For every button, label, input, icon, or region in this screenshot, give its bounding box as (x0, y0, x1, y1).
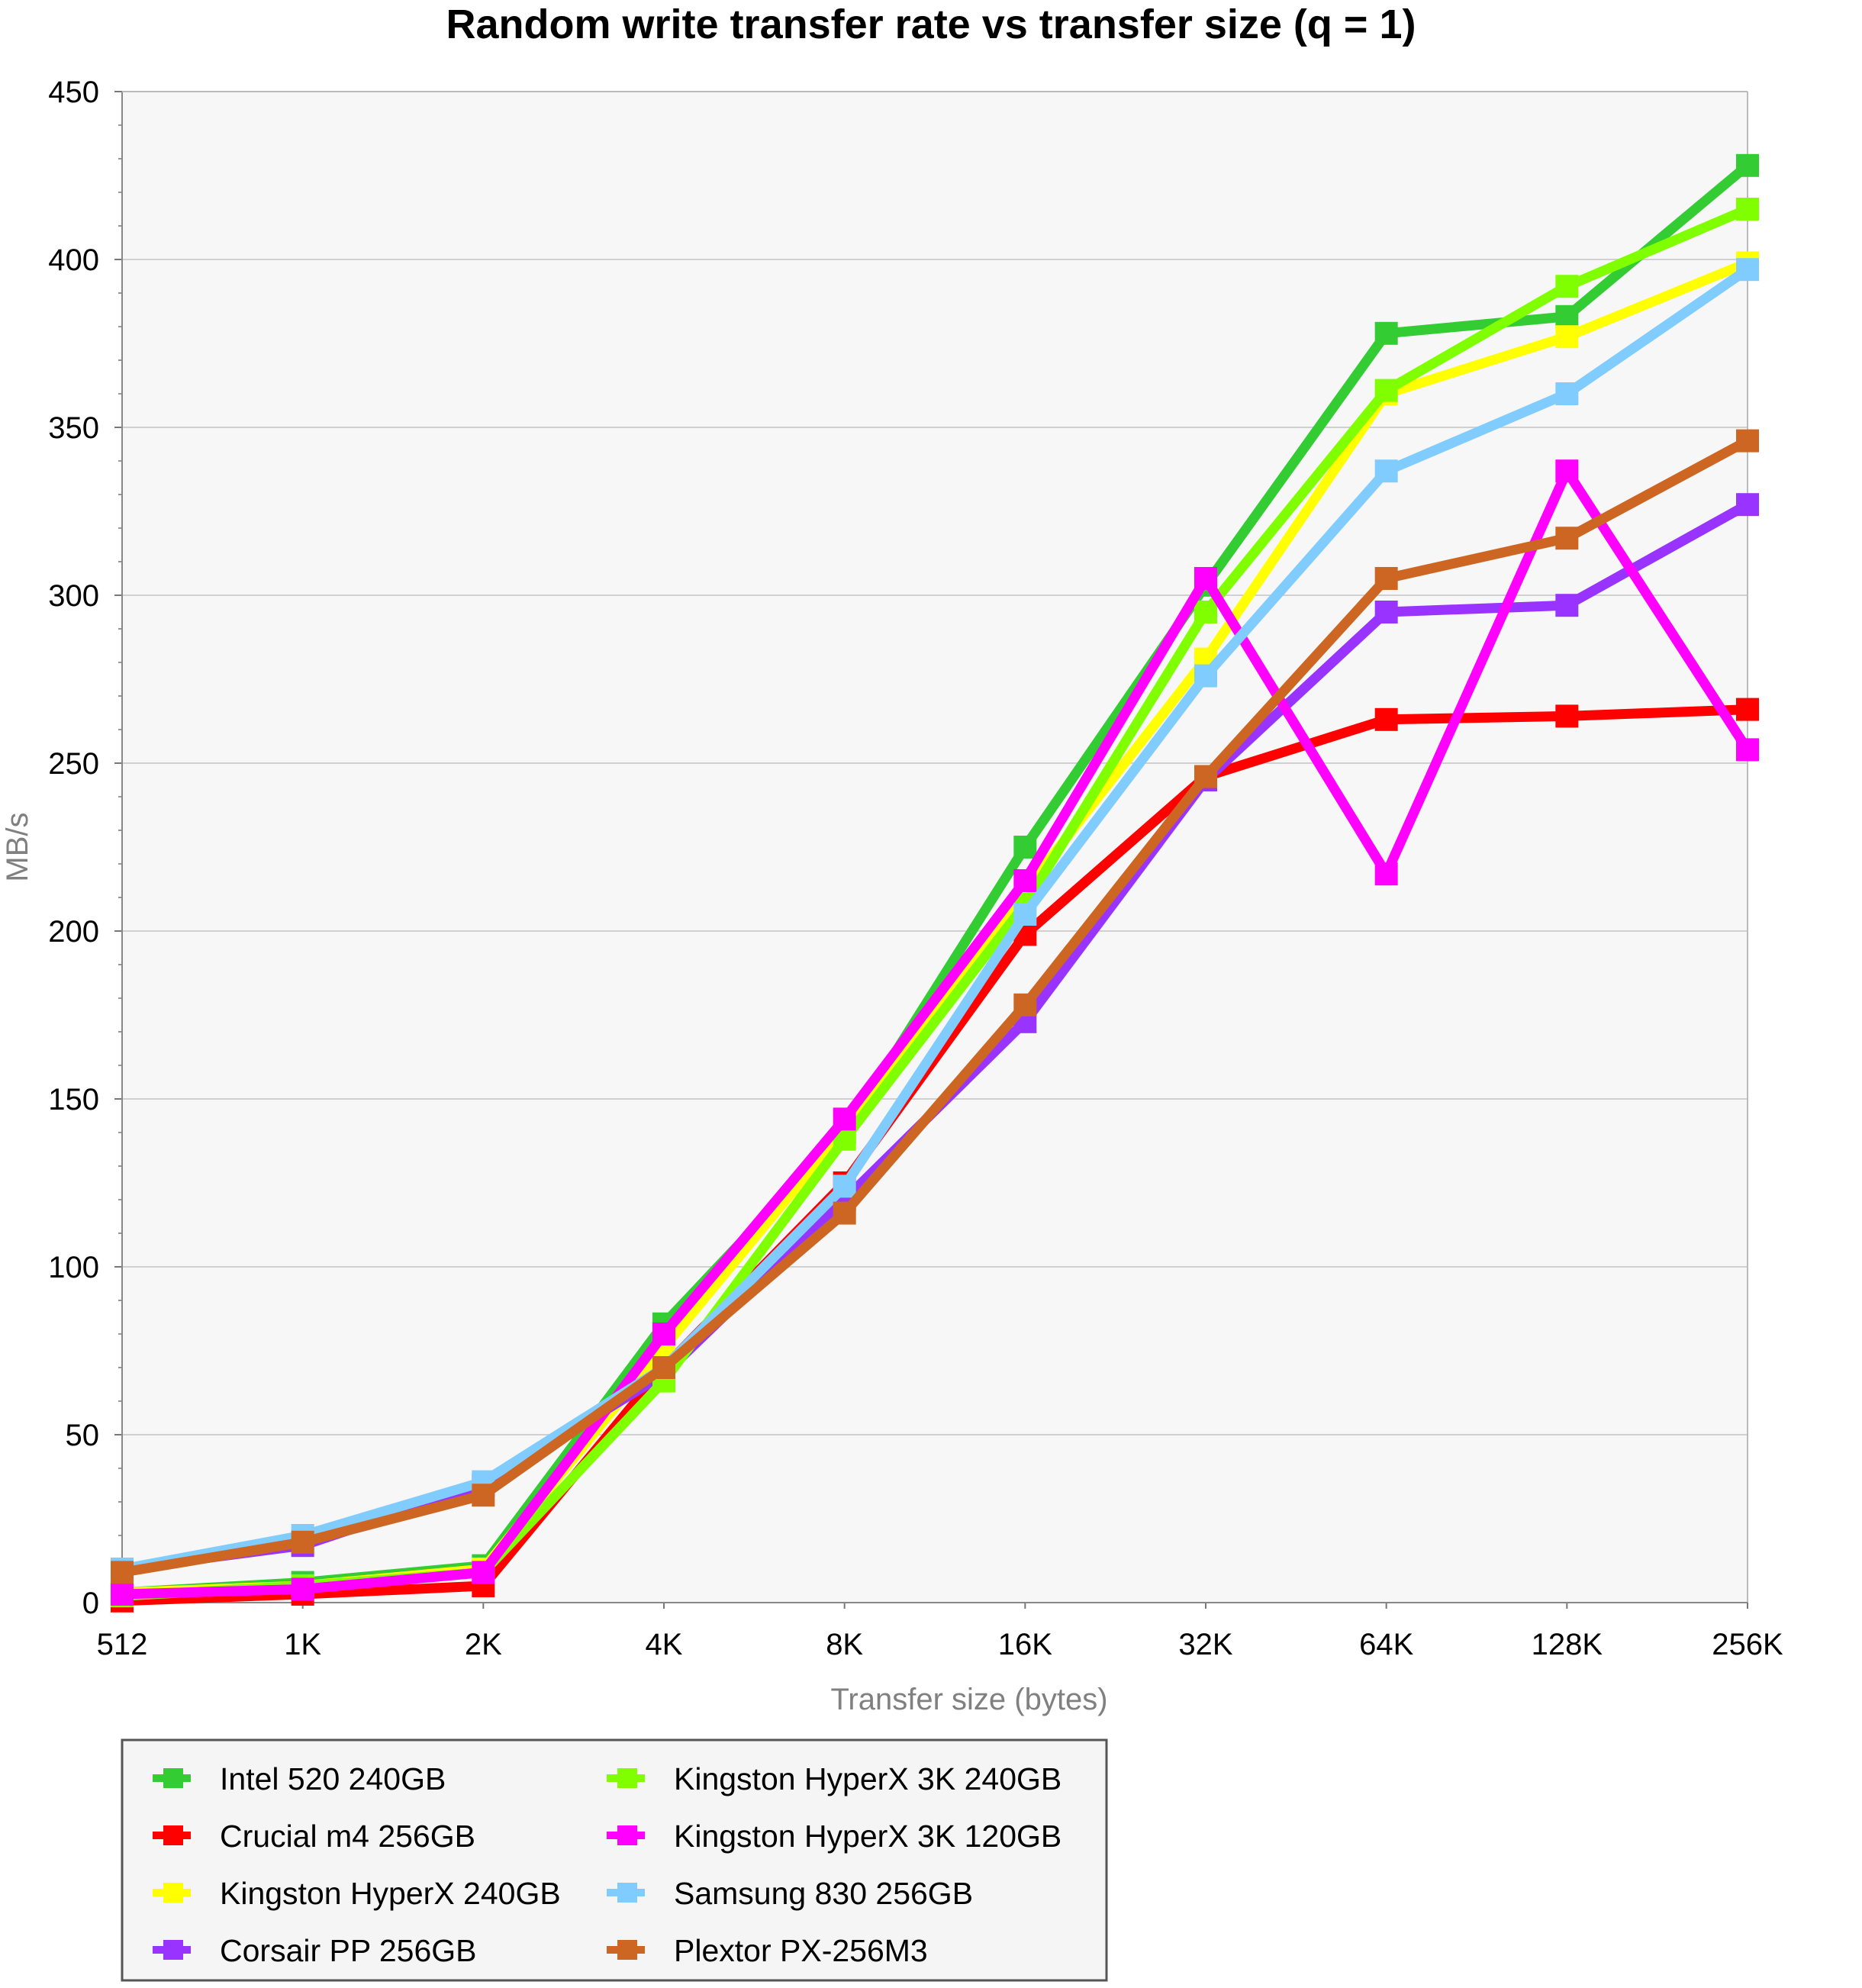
data-point (652, 1356, 675, 1379)
legend-swatch-marker (163, 1940, 183, 1960)
data-point (1013, 993, 1037, 1017)
data-point (833, 1107, 856, 1131)
legend-label: Corsair PP 256GB (220, 1933, 477, 1968)
data-point (1194, 567, 1217, 590)
x-tick-label: 2K (465, 1628, 502, 1661)
legend-entry: Kingston HyperX 3K 240GB (607, 1761, 1061, 1796)
legend-swatch-marker (163, 1883, 183, 1903)
data-point (1555, 325, 1579, 349)
x-tick-label: 8K (826, 1628, 863, 1661)
y-axis-label: MB/s (1, 812, 34, 881)
y-tick-label: 150 (48, 1083, 99, 1116)
legend-label: Kingston HyperX 3K 120GB (674, 1819, 1061, 1854)
x-axis-label: Transfer size (bytes) (830, 1683, 1107, 1716)
legend-entry: Kingston HyperX 240GB (153, 1876, 561, 1911)
y-tick-label: 0 (82, 1587, 99, 1620)
legend-swatch-marker (617, 1768, 637, 1788)
x-tick-label: 16K (998, 1628, 1052, 1661)
data-point (1736, 493, 1759, 517)
data-point (1736, 738, 1759, 762)
data-point (833, 1201, 856, 1225)
axes: 0 50 100 150 200 250 300 350 400 450 512 1K 2K 4K 8K 16… (48, 76, 1783, 1661)
data-point (833, 1174, 856, 1198)
data-point (472, 1561, 495, 1584)
x-tick-label: 256K (1712, 1628, 1783, 1661)
data-point (1555, 527, 1579, 550)
data-point (1194, 601, 1217, 623)
data-point (1194, 664, 1217, 688)
data-point (1013, 869, 1037, 892)
y-tick-label: 250 (48, 747, 99, 781)
data-point (111, 1561, 134, 1584)
legend-entry: Kingston HyperX 3K 120GB (607, 1819, 1061, 1854)
data-point (1736, 198, 1759, 221)
legend-swatch-marker (163, 1768, 183, 1788)
series-line (117, 466, 1753, 1600)
data-point (1194, 765, 1217, 788)
x-tick-label: 1K (284, 1628, 321, 1661)
data-point (652, 1323, 675, 1345)
legend-label: Intel 520 240GB (220, 1761, 446, 1796)
y-tick-label: 350 (48, 411, 99, 445)
legend-swatch-marker (163, 1825, 183, 1845)
x-tick-label: 64K (1359, 1628, 1413, 1661)
data-point (1736, 429, 1759, 453)
data-point (1555, 382, 1579, 405)
data-point (1374, 862, 1398, 886)
legend-label: Kingston HyperX 240GB (220, 1876, 561, 1911)
series-line (117, 436, 1753, 1577)
legend-label: Crucial m4 256GB (220, 1819, 475, 1854)
chart-title: Random write transfer rate vs transfer s… (446, 2, 1416, 47)
data-point (1736, 153, 1759, 177)
series-7 (111, 429, 1759, 1584)
y-tick-label: 300 (48, 579, 99, 613)
legend-entry: Plextor PX-256M3 (607, 1933, 928, 1968)
legend-swatch-marker (617, 1940, 637, 1960)
data-point (1555, 304, 1579, 328)
data-point (1374, 321, 1398, 345)
series-5 (111, 459, 1759, 1606)
legend-entry: Corsair PP 256GB (153, 1933, 477, 1968)
y-tick-label: 100 (48, 1251, 99, 1284)
data-point (1374, 567, 1398, 590)
data-point (1555, 275, 1579, 298)
data-point (1736, 258, 1759, 282)
y-tick-label: 450 (48, 76, 99, 109)
data-point (472, 1484, 495, 1507)
legend-swatch-marker (617, 1825, 637, 1845)
data-point (291, 1530, 314, 1554)
data-point (1374, 601, 1398, 623)
data-point (291, 1577, 314, 1601)
y-tick-label: 200 (48, 915, 99, 949)
legend: Intel 520 240GB Crucial m4 256GB Kingston … (121, 1738, 1108, 1982)
data-point (1374, 707, 1398, 731)
data-point (1013, 836, 1037, 859)
data-point (1013, 903, 1037, 926)
legend-entry: Intel 520 240GB (153, 1761, 446, 1796)
x-tick-label: 128K (1532, 1628, 1603, 1661)
data-point (1374, 379, 1398, 402)
x-tick-label: 4K (646, 1628, 683, 1661)
data-point (1555, 594, 1579, 617)
x-tick-label: 512 (97, 1628, 148, 1661)
legend-label: Kingston HyperX 3K 240GB (674, 1761, 1061, 1796)
legend-swatch-marker (617, 1883, 637, 1903)
legend-label: Plextor PX-256M3 (674, 1933, 928, 1968)
series-line (117, 264, 1753, 1574)
y-tick-label: 50 (66, 1419, 100, 1452)
data-point (1555, 459, 1579, 483)
data-point (1374, 459, 1398, 483)
y-tick-label: 400 (48, 243, 99, 277)
legend-entry: Crucial m4 256GB (153, 1819, 475, 1854)
x-tick-label: 32K (1178, 1628, 1232, 1661)
legend-label: Samsung 830 256GB (674, 1876, 973, 1911)
data-point (111, 1583, 134, 1606)
data-point (1555, 704, 1579, 728)
series-layer (111, 153, 1759, 1613)
legend-entry: Samsung 830 256GB (607, 1876, 973, 1911)
data-point (1736, 698, 1759, 721)
